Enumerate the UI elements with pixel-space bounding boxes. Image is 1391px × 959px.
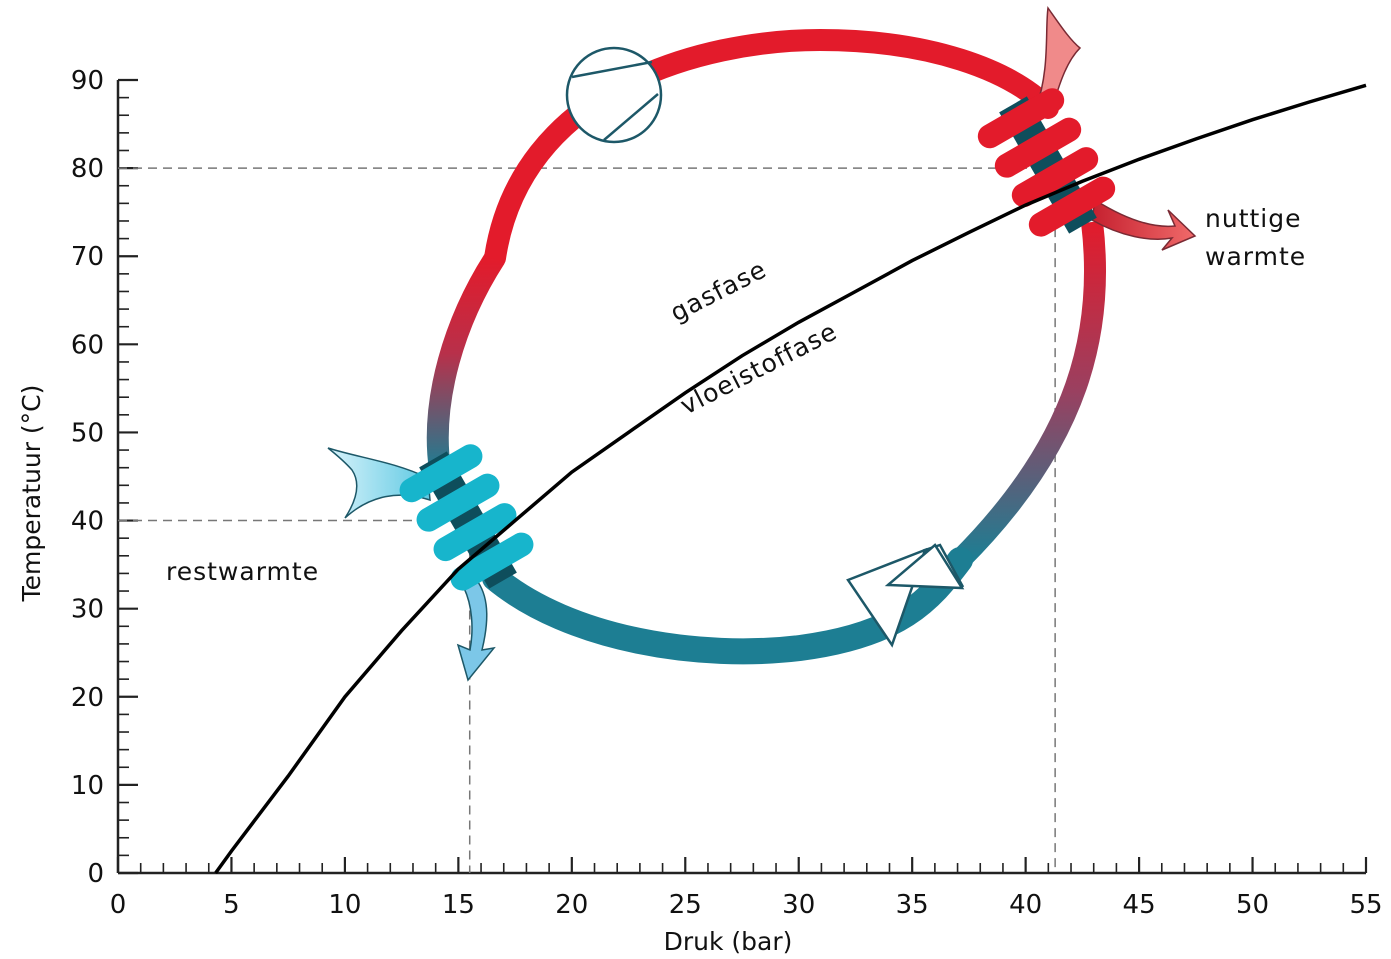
x-tick-label: 20: [555, 890, 588, 920]
expansion-valve-icon: [846, 543, 965, 648]
y-tick-label: 50: [71, 418, 104, 448]
y-tick-label: 30: [71, 595, 104, 625]
x-tick-label: 5: [223, 890, 240, 920]
x-tick-label: 40: [1009, 890, 1042, 920]
condenser-coil-4: [1028, 176, 1116, 237]
liquid-phase-label: vloeistoffase: [676, 316, 842, 420]
x-tick-label: 15: [442, 890, 475, 920]
x-tick-label: 30: [782, 890, 815, 920]
useful-heat-label-line1: nuttige: [1205, 204, 1302, 233]
y-tick-label: 0: [87, 859, 104, 889]
residual-heat-label: restwarmte: [166, 557, 319, 586]
x-axis-title: Druk (bar): [664, 927, 793, 956]
useful-heat-arrow-right: [1091, 198, 1197, 251]
y-tick-label: 80: [71, 154, 104, 184]
useful-heat-arrow-top: [1034, 6, 1082, 111]
heat-arrows: [327, 6, 1197, 682]
y-tick-label: 40: [71, 507, 104, 537]
condenser-coil-1: [977, 88, 1065, 149]
compressor-icon: [565, 46, 663, 144]
residual-heat-arrow-down: [456, 581, 496, 682]
reference-lines: [118, 167, 1056, 873]
x-tick-label: 35: [896, 890, 929, 920]
evaporator: [399, 444, 534, 591]
residual-heat-arrow-in: [327, 447, 431, 519]
heat-pump-cycle: [426, 28, 1107, 665]
condenser-coil-2: [994, 117, 1082, 178]
cycle-segment-right: [952, 220, 1107, 568]
x-tick-label: 10: [328, 890, 361, 920]
condenser: [977, 88, 1116, 237]
x-tick-label: 0: [110, 890, 127, 920]
cycle-segment-cold-bottom: [482, 547, 973, 665]
y-tick-label: 60: [71, 330, 104, 360]
x-tick-label: 25: [669, 890, 702, 920]
ticks: 0 5 10 15 20 25 30 35 40 45 50 55 0 10 20 30 40 50 60 70 80 9…: [71, 66, 1383, 920]
y-tick-label: 70: [71, 242, 104, 272]
useful-heat-label-line2: warmte: [1205, 242, 1306, 271]
axes: [116, 80, 1366, 875]
cycle-segment-left: [426, 252, 505, 472]
condenser-coil-3: [1011, 147, 1099, 208]
evaporator-coil-3: [433, 503, 517, 562]
x-tick-label: 55: [1349, 890, 1382, 920]
cycle-segment-hot-top: [484, 28, 1059, 269]
x-tick-label: 50: [1236, 890, 1269, 920]
y-tick-label: 10: [71, 771, 104, 801]
gas-phase-label: gasfase: [666, 254, 772, 327]
evaporator-coil-2: [416, 473, 500, 532]
evaporator-coil-1: [399, 444, 483, 503]
x-tick-label: 45: [1123, 890, 1156, 920]
y-axis-title: Temperatuur (°C): [17, 385, 46, 603]
evaporator-coil-4: [450, 532, 534, 591]
y-tick-label: 20: [71, 683, 104, 713]
y-tick-label: 90: [71, 66, 104, 96]
saturation-curve: [214, 83, 1367, 875]
